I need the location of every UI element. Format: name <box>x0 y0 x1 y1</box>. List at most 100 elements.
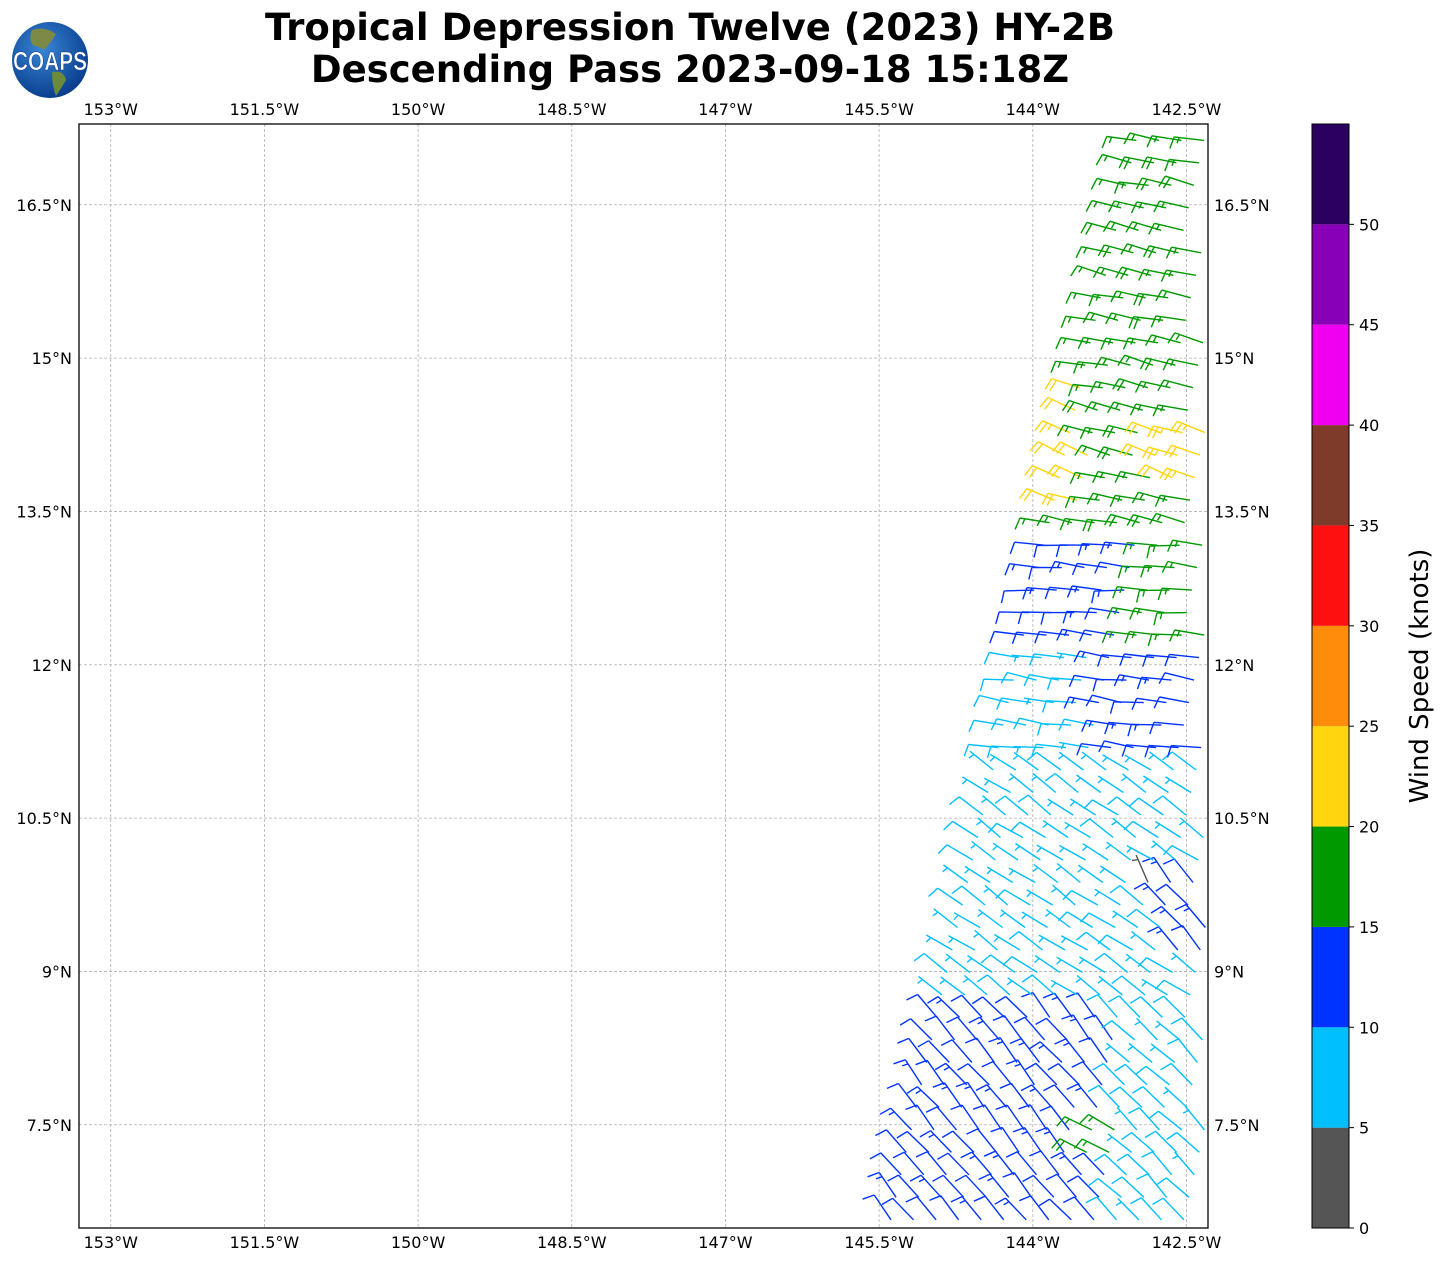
wind-barb <box>1121 744 1157 757</box>
wind-barb <box>1036 514 1073 527</box>
wind-barb <box>1073 1138 1110 1154</box>
wind-barb <box>994 795 1029 816</box>
wind-barb <box>1126 514 1163 528</box>
wind-barb <box>1058 844 1086 861</box>
wind-barb <box>1160 269 1197 282</box>
wind-barb <box>1162 751 1197 771</box>
wind-barb <box>932 908 958 929</box>
wind-barb <box>1055 862 1081 884</box>
wind-barb <box>1170 952 1196 973</box>
wind-barb <box>1080 221 1117 235</box>
lon-tick-label-top: 153°W <box>84 100 139 119</box>
wind-barb <box>1154 979 1191 996</box>
wind-barb <box>976 974 1011 996</box>
wind-barb <box>1164 653 1200 667</box>
wind-barb <box>1008 867 1036 884</box>
wind-barb <box>1078 629 1115 642</box>
wind-barb <box>1062 889 1099 906</box>
wind-barb <box>1050 1151 1083 1176</box>
wind-barb <box>1013 745 1044 753</box>
wind-barb <box>1127 1042 1153 1063</box>
wind-barb <box>1051 441 1088 456</box>
wind-barb <box>1129 996 1163 1018</box>
wind-barb <box>944 953 971 973</box>
wind-barb <box>1035 1017 1068 1041</box>
wind-barb <box>1174 903 1206 928</box>
wind-barb <box>1124 630 1160 644</box>
wind-barb <box>1079 818 1114 839</box>
wind-barb <box>1130 930 1156 951</box>
wind-barb <box>1091 589 1125 604</box>
wind-barb <box>897 1037 928 1063</box>
colorbar-tick-label: 20 <box>1359 818 1379 837</box>
wind-barb <box>1041 700 1077 713</box>
wind-barb <box>1019 1195 1050 1221</box>
wind-barb <box>1172 1151 1195 1176</box>
colorbar-tick-label: 5 <box>1359 1119 1369 1138</box>
colorbar-bin <box>1312 1127 1349 1228</box>
wind-barb <box>1100 337 1136 350</box>
wind-barb <box>1047 1062 1080 1086</box>
wind-barb <box>1109 885 1144 906</box>
lat-tick-label-left: 15°N <box>32 349 72 368</box>
lon-tick-label-bottom: 148.5°W <box>537 1233 607 1252</box>
wind-barb <box>1111 975 1146 996</box>
wind-barb <box>1128 316 1164 330</box>
wind-barb <box>980 954 1016 973</box>
wind-barb <box>1153 200 1189 213</box>
wind-barb <box>1109 1086 1143 1108</box>
wind-barb <box>1139 357 1176 371</box>
wind-barb <box>968 719 1004 732</box>
wind-barb <box>1169 136 1205 149</box>
wind-barb <box>1110 290 1146 303</box>
wind-barb <box>1084 401 1121 413</box>
wind-barb <box>990 718 1027 731</box>
wind-barb <box>1092 1062 1125 1086</box>
wind-barb <box>1142 654 1177 667</box>
lon-tick-label-top: 145.5°W <box>844 100 914 119</box>
wind-barb <box>1154 494 1191 507</box>
lon-tick-label-top: 147°W <box>698 100 753 119</box>
lat-tick-label-left: 12°N <box>32 656 72 675</box>
wind-barb <box>1123 132 1160 145</box>
wind-barb <box>892 1151 925 1176</box>
wind-barb <box>1152 404 1188 417</box>
colorbar-bin <box>1312 726 1349 827</box>
wind-barb <box>1160 1062 1193 1086</box>
wind-barb <box>1011 631 1047 645</box>
wind-barb <box>987 822 1024 839</box>
wind-barb <box>995 889 1031 906</box>
wind-barb <box>1155 1020 1181 1041</box>
lat-tick-label-right: 15°N <box>1214 349 1254 368</box>
wind-barb <box>1133 882 1166 906</box>
wind-barb <box>1056 628 1092 641</box>
wind-barb <box>1146 544 1180 559</box>
wind-barb <box>1141 156 1177 170</box>
wind-barb <box>1036 723 1072 736</box>
wind-barb <box>1045 1173 1077 1198</box>
wind-barb <box>1029 1150 1060 1176</box>
wind-barb <box>881 1197 915 1221</box>
wind-barb <box>962 974 988 996</box>
wind-barb <box>1170 925 1201 951</box>
wind-barb <box>1105 841 1132 861</box>
wind-barb <box>1136 676 1172 690</box>
wind-barb <box>1094 888 1121 906</box>
wind-barb <box>932 1174 965 1198</box>
wind-barb <box>909 1174 942 1198</box>
wind-barb <box>993 933 1021 951</box>
wind-barb <box>1066 1083 1098 1108</box>
wind-barb <box>1094 952 1129 973</box>
wind-barb <box>1079 912 1116 929</box>
wind-barb <box>948 935 976 951</box>
wind-barb <box>1044 908 1071 929</box>
chart-title-line1: Tropical Depression Twelve (2023) HY-2B <box>264 6 1115 49</box>
wind-barb <box>1164 776 1192 794</box>
lat-tick-label-left: 13.5°N <box>16 502 72 521</box>
wind-barb <box>1068 674 1105 688</box>
wind-barb <box>1122 337 1159 350</box>
colorbar-tick-label: 45 <box>1359 316 1379 335</box>
wind-barb <box>1140 564 1175 578</box>
wind-barb <box>929 1195 960 1221</box>
